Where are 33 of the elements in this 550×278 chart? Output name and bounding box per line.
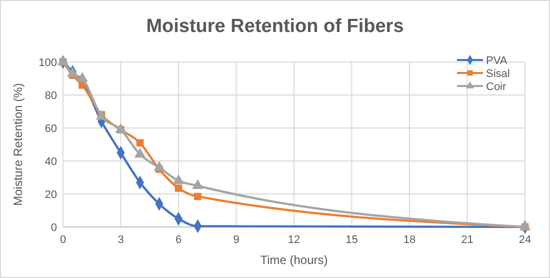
legend-label: Coir: [486, 80, 507, 93]
y-tick-label: 20: [44, 188, 57, 201]
y-tick-label: 80: [44, 90, 57, 102]
x-tick-label: 9: [233, 234, 240, 246]
x-tick-label: 18: [403, 234, 416, 246]
x-tick-label: 3: [118, 234, 124, 246]
point: [520, 220, 530, 230]
point: [154, 162, 165, 171]
y-tick-label: 0: [50, 222, 57, 234]
point: [194, 192, 202, 200]
chart-title: Moisture Retention of Fibers: [146, 16, 404, 37]
x-tick-label: 21: [461, 234, 474, 246]
legend-label: Sisal: [486, 68, 510, 80]
x-axis-title: Time (hours): [260, 253, 328, 267]
y-axis-title: Moisture Retention (%): [11, 83, 25, 206]
point: [58, 56, 68, 66]
point: [192, 180, 204, 190]
y-tick-label: 100: [38, 56, 57, 69]
point: [136, 139, 144, 147]
y-tick-label: 60: [44, 122, 57, 135]
x-tick-label: 12: [288, 234, 300, 246]
point: [174, 184, 182, 192]
x-tick-label: 6: [175, 234, 182, 246]
point: [76, 72, 88, 82]
x-tick-label: 0: [60, 234, 66, 246]
point: [67, 68, 78, 77]
x-tick-label: 24: [518, 234, 532, 246]
point: [115, 124, 126, 133]
legend-label: PVA: [486, 54, 508, 67]
point: [173, 174, 184, 184]
point: [134, 148, 146, 158]
x-tick-label: 15: [346, 234, 358, 246]
y-tick-label: 40: [44, 156, 57, 168]
